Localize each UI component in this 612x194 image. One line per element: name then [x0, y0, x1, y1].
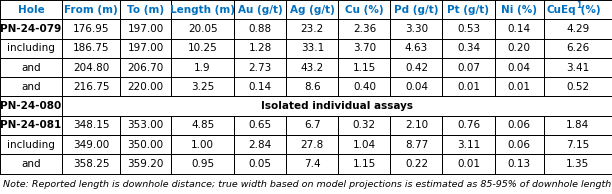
Text: (%): (%)	[577, 5, 600, 15]
Text: 3.41: 3.41	[566, 62, 589, 73]
Text: Au (g/t): Au (g/t)	[238, 5, 283, 15]
Text: 0.05: 0.05	[248, 159, 272, 169]
Text: 2.10: 2.10	[405, 120, 428, 130]
Text: 0.88: 0.88	[248, 24, 272, 34]
Text: PN-24-080: PN-24-080	[1, 101, 62, 111]
Text: Ni (%): Ni (%)	[501, 5, 537, 15]
Text: 0.53: 0.53	[457, 24, 480, 34]
Text: 7.15: 7.15	[566, 140, 589, 150]
Text: 0.65: 0.65	[248, 120, 272, 130]
Text: Ag (g/t): Ag (g/t)	[290, 5, 335, 15]
Text: 0.22: 0.22	[405, 159, 428, 169]
Text: and: and	[21, 82, 41, 92]
Text: 358.25: 358.25	[73, 159, 110, 169]
Text: 0.01: 0.01	[457, 82, 480, 92]
Text: 350.00: 350.00	[127, 140, 163, 150]
Text: 0.14: 0.14	[507, 24, 531, 34]
Text: To (m): To (m)	[127, 5, 164, 15]
Text: 6.7: 6.7	[304, 120, 321, 130]
Text: 43.2: 43.2	[300, 62, 324, 73]
Text: 10.25: 10.25	[188, 43, 217, 53]
Text: 0.04: 0.04	[405, 82, 428, 92]
Text: Isolated individual assays: Isolated individual assays	[261, 101, 413, 111]
Text: 0.07: 0.07	[457, 62, 480, 73]
Text: 220.00: 220.00	[127, 82, 163, 92]
Text: 0.76: 0.76	[457, 120, 480, 130]
Text: 0.32: 0.32	[353, 120, 376, 130]
Text: 349.00: 349.00	[73, 140, 109, 150]
Text: 186.75: 186.75	[73, 43, 110, 53]
Text: 0.42: 0.42	[405, 62, 428, 73]
Text: 206.70: 206.70	[127, 62, 164, 73]
Text: Note: Reported length is downhole distance; true width based on model projection: Note: Reported length is downhole distan…	[3, 180, 611, 189]
Text: 1.00: 1.00	[191, 140, 214, 150]
Text: 1.04: 1.04	[353, 140, 376, 150]
Text: Hole: Hole	[18, 5, 44, 15]
Text: including: including	[7, 140, 55, 150]
Text: 8.6: 8.6	[304, 82, 321, 92]
Text: 197.00: 197.00	[127, 43, 164, 53]
Text: and: and	[21, 159, 41, 169]
Text: 359.20: 359.20	[127, 159, 164, 169]
Text: 1.84: 1.84	[566, 120, 589, 130]
Text: 3.30: 3.30	[405, 24, 428, 34]
Text: 1.35: 1.35	[566, 159, 589, 169]
Text: 204.80: 204.80	[73, 62, 109, 73]
Text: Cu (%): Cu (%)	[345, 5, 384, 15]
Text: 0.40: 0.40	[353, 82, 376, 92]
Text: 7.4: 7.4	[304, 159, 321, 169]
Text: 1.15: 1.15	[353, 62, 376, 73]
Text: Pt (g/t): Pt (g/t)	[447, 5, 490, 15]
Text: PN-24-079: PN-24-079	[1, 24, 62, 34]
Text: 0.20: 0.20	[507, 43, 531, 53]
Text: 23.2: 23.2	[300, 24, 324, 34]
Text: 0.01: 0.01	[507, 82, 531, 92]
Text: 3.11: 3.11	[457, 140, 480, 150]
Text: 8.77: 8.77	[405, 140, 428, 150]
Text: 33.1: 33.1	[300, 43, 324, 53]
Text: 348.15: 348.15	[73, 120, 110, 130]
Text: 27.8: 27.8	[300, 140, 324, 150]
Text: 3.70: 3.70	[353, 43, 376, 53]
Text: and: and	[21, 62, 41, 73]
Text: 0.52: 0.52	[566, 82, 589, 92]
Text: 0.34: 0.34	[457, 43, 480, 53]
Text: 0.95: 0.95	[191, 159, 214, 169]
Text: 2.84: 2.84	[248, 140, 272, 150]
Text: 176.95: 176.95	[73, 24, 110, 34]
Text: 1.28: 1.28	[248, 43, 272, 53]
Text: 0.14: 0.14	[248, 82, 272, 92]
Text: From (m): From (m)	[64, 5, 118, 15]
Text: 2.36: 2.36	[353, 24, 376, 34]
Text: 20.05: 20.05	[188, 24, 217, 34]
Text: 1.15: 1.15	[353, 159, 376, 169]
Text: 216.75: 216.75	[73, 82, 110, 92]
Text: 0.04: 0.04	[507, 62, 531, 73]
Text: Pd (g/t): Pd (g/t)	[394, 5, 439, 15]
Text: 353.00: 353.00	[127, 120, 164, 130]
Text: 4.63: 4.63	[405, 43, 428, 53]
Text: 3.25: 3.25	[191, 82, 214, 92]
Text: 4.85: 4.85	[191, 120, 214, 130]
Text: 0.13: 0.13	[507, 159, 531, 169]
Text: 1: 1	[576, 1, 581, 10]
Text: 197.00: 197.00	[127, 24, 164, 34]
Text: 6.26: 6.26	[566, 43, 589, 53]
Text: 1.9: 1.9	[194, 62, 211, 73]
Text: CuEq: CuEq	[547, 5, 576, 15]
Text: 0.06: 0.06	[507, 140, 531, 150]
Text: 4.29: 4.29	[566, 24, 589, 34]
Text: 0.06: 0.06	[507, 120, 531, 130]
Text: PN-24-081: PN-24-081	[1, 120, 62, 130]
Text: Length (m): Length (m)	[170, 5, 235, 15]
Text: including: including	[7, 43, 55, 53]
Text: 2.73: 2.73	[248, 62, 272, 73]
Text: 0.01: 0.01	[457, 159, 480, 169]
